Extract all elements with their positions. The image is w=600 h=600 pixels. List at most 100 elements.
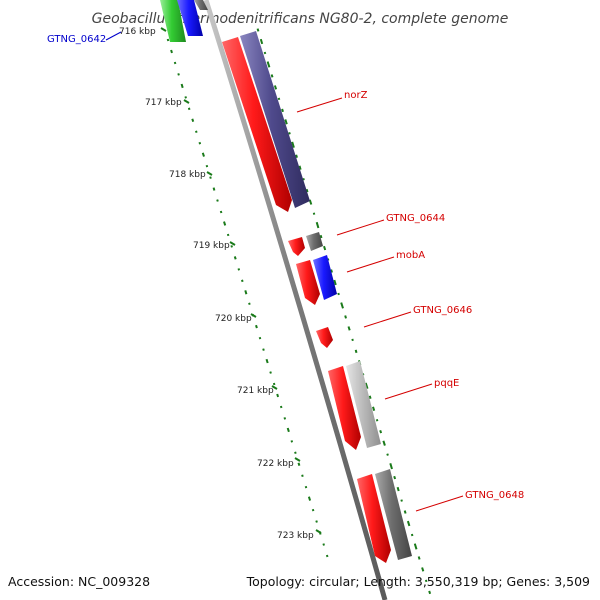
gene-label-mobA[interactable]: mobA <box>396 250 425 261</box>
gc-tick <box>428 590 432 595</box>
gc-tick <box>372 406 376 411</box>
gc-tick <box>304 485 308 489</box>
gc-tick <box>302 177 305 181</box>
gc-tick <box>403 510 407 514</box>
gc-content-track-inner <box>166 38 329 558</box>
gc-tick <box>256 28 260 32</box>
gc-tick <box>191 118 195 122</box>
gc-tick <box>344 315 347 319</box>
gc-tick <box>413 543 418 550</box>
gene-feature-mobA-red[interactable] <box>296 260 320 305</box>
kbp-tick-mark <box>229 241 236 246</box>
label-leader-line <box>336 219 385 236</box>
gc-tick <box>305 188 309 193</box>
gc-tick <box>184 96 187 99</box>
gc-tick <box>406 520 411 527</box>
gc-tick <box>265 358 269 364</box>
gc-tick <box>180 83 184 89</box>
gc-tick <box>259 38 264 45</box>
gc-tick <box>266 61 271 68</box>
gc-tick <box>198 141 202 145</box>
gc-tick <box>322 543 325 546</box>
gene-label-GTNG_0642[interactable]: GTNG_0642 <box>47 34 106 45</box>
gc-tick <box>281 108 284 113</box>
gene-feature-small-red[interactable] <box>288 237 305 256</box>
gc-tick <box>187 107 191 111</box>
gene-label-GTNG_0648[interactable]: GTNG_0648 <box>465 490 524 501</box>
gc-tick <box>270 74 274 78</box>
gene-label-pqqE[interactable]: pqqE <box>434 378 459 389</box>
gc-tick <box>417 556 421 560</box>
gc-tick <box>255 324 258 329</box>
gc-tick <box>170 49 173 54</box>
gc-tick <box>244 290 248 295</box>
gene-feature-grey[interactable] <box>194 0 208 10</box>
gc-tick <box>279 405 283 409</box>
label-leader-line <box>105 31 122 41</box>
gc-tick <box>386 453 389 456</box>
gc-tick <box>325 554 329 558</box>
gc-tick <box>283 417 287 420</box>
gene-label-GTNG_0644[interactable]: GTNG_0644 <box>386 213 445 224</box>
kbp-tick-mark <box>250 313 257 318</box>
label-leader-line <box>346 256 395 273</box>
label-leader-line <box>415 495 464 512</box>
gc-content-track-outer <box>256 28 432 595</box>
kbp-tick-mark <box>315 529 322 534</box>
kbp-label: 717 kbp <box>145 98 182 108</box>
kbp-tick-labels: 716 kbp 717 kbp 718 kbp 719 kbp 720 kbp … <box>119 27 322 541</box>
map-title: Geobacillus thermodenitrificans NG80-2, … <box>92 11 509 27</box>
gene-feature-pqqE-lightgrey[interactable] <box>346 361 381 448</box>
gc-tick <box>393 475 397 480</box>
gene-feature-mobA-blue[interactable] <box>313 255 337 300</box>
gc-tick <box>301 474 304 477</box>
accession-text: Accession: NC_009328 <box>8 574 150 589</box>
gc-tick <box>298 165 302 170</box>
gene-feature-GTNG_0646-red[interactable] <box>316 327 333 348</box>
gc-tick <box>219 210 223 214</box>
gc-tick <box>410 533 414 537</box>
gc-tick <box>276 393 280 398</box>
gene-feature-GTNG_0648-red[interactable] <box>357 474 391 563</box>
gc-tick <box>396 486 400 492</box>
gene-feature-GTNG_0644-grey[interactable] <box>306 232 323 251</box>
gc-tick <box>347 326 351 331</box>
gc-tick <box>375 418 379 422</box>
gc-tick <box>389 463 393 470</box>
gc-tick <box>233 256 237 260</box>
gene-label-GTNG_0646[interactable]: GTNG_0646 <box>413 305 472 316</box>
gene-feature-blue[interactable] <box>177 0 203 36</box>
gc-tick <box>201 152 205 157</box>
gene-feature-norZ-red[interactable] <box>222 37 292 212</box>
gc-tick <box>286 427 290 433</box>
gene-feature-GTNG_0648-grey[interactable] <box>375 469 412 560</box>
kbp-tick-mark <box>206 171 213 176</box>
kbp-label: 720 kbp <box>215 314 252 324</box>
gc-tick <box>400 499 403 502</box>
gc-tick <box>323 245 327 251</box>
gene-feature-pqqE-red[interactable] <box>328 366 361 450</box>
gene-label-norZ[interactable]: norZ <box>344 90 368 101</box>
gc-tick <box>284 119 288 125</box>
gc-tick <box>337 292 340 296</box>
gc-tick <box>237 268 241 271</box>
gc-tick <box>173 61 177 65</box>
kbp-label: 722 kbp <box>257 459 294 469</box>
gc-tick <box>241 279 244 283</box>
gc-tick <box>333 279 337 286</box>
gene-feature-norZ-purple[interactable] <box>240 31 310 208</box>
gc-tick <box>379 429 383 434</box>
gc-tick <box>177 73 180 76</box>
gc-tick <box>166 38 170 42</box>
gc-tick <box>308 199 313 205</box>
gc-tick <box>195 130 198 134</box>
gc-tick <box>263 51 267 55</box>
label-leader-line <box>363 311 412 328</box>
kbp-label: 718 kbp <box>169 170 206 180</box>
gene-features <box>160 0 412 563</box>
kbp-tick-mark <box>183 99 190 104</box>
gene-feature-green[interactable] <box>160 0 186 42</box>
gc-tick <box>288 132 291 135</box>
gc-tick <box>209 176 212 179</box>
